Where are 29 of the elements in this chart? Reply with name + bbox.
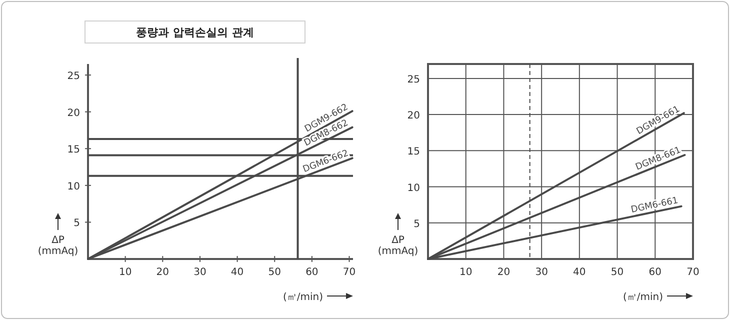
x-tick-label: 30 <box>194 267 206 278</box>
y-axis-title: ΔP (mmAq) <box>378 235 418 257</box>
y-tick-label: 20 <box>67 108 80 119</box>
x-tick-label: 70 <box>342 267 356 278</box>
y-tick-label: 5 <box>74 218 80 230</box>
x-tick-label: 20 <box>497 267 510 278</box>
x-tick-label: 20 <box>156 267 170 278</box>
x-tick-label: 10 <box>459 267 472 278</box>
x-axis-title: (㎥/min) <box>622 292 664 303</box>
x-tick-label: 70 <box>686 267 700 278</box>
x-tick-label: 10 <box>118 267 132 278</box>
x-tick-label: 50 <box>610 267 624 278</box>
x-tick-label: 50 <box>268 267 281 278</box>
y-tick-label: 10 <box>407 182 420 194</box>
x-axis-title: (㎥/min) <box>282 292 324 303</box>
y-tick-label: 25 <box>67 71 80 82</box>
chart-title: 풍량과 압력손실의 관계 <box>136 26 254 39</box>
y-tick-label: 20 <box>407 110 420 122</box>
y-tick-label: 15 <box>67 144 80 156</box>
x-tick-label: 40 <box>230 267 244 278</box>
x-tick-label: 30 <box>535 267 548 278</box>
y-tick-label: 5 <box>414 218 420 230</box>
x-tick-label: 60 <box>648 267 662 278</box>
x-tick-label: 40 <box>573 267 586 278</box>
y-tick-label: 15 <box>407 146 420 158</box>
y-axis-title: ΔP (mmAq) <box>38 235 78 257</box>
x-tick-label: 60 <box>306 267 318 278</box>
y-tick-label: 25 <box>407 74 420 86</box>
y-tick-label: 10 <box>67 181 80 192</box>
